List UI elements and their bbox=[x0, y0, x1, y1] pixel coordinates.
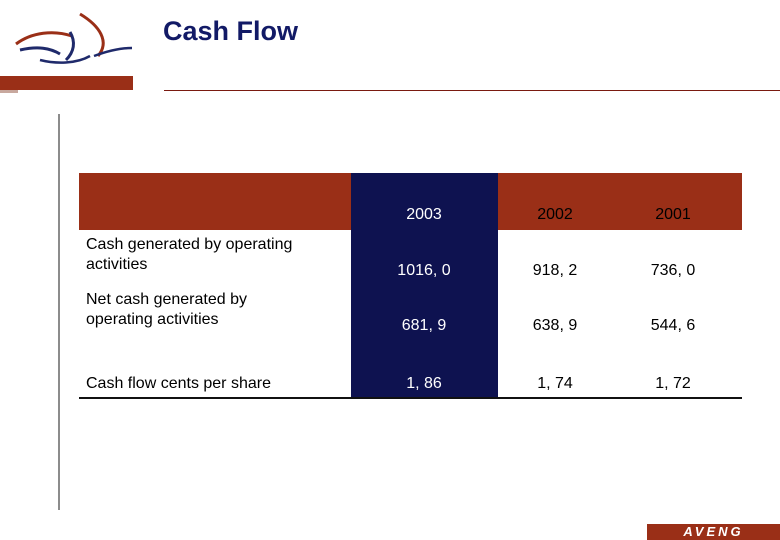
table-bottom-rule bbox=[79, 397, 742, 399]
table-cell: 1, 86 bbox=[406, 375, 442, 392]
table-cell: 918, 2 bbox=[532, 262, 578, 279]
footer-brand-bar: AVENG bbox=[647, 524, 780, 540]
table-cell: 1016, 0 bbox=[397, 262, 451, 279]
row-label-line: Cash flow cents per share bbox=[86, 375, 271, 392]
year-header-2002: 2002 bbox=[537, 206, 573, 223]
year-header-2001: 2001 bbox=[655, 206, 691, 223]
row-label-line: activities bbox=[86, 256, 148, 273]
page-title: Cash Flow bbox=[163, 16, 299, 46]
table-cell: 736, 0 bbox=[650, 262, 696, 279]
table-cell: 638, 9 bbox=[532, 317, 578, 334]
row-label-cents-per-share: Cash flow cents per share bbox=[86, 374, 271, 394]
table-cell: 1, 72 bbox=[655, 375, 691, 392]
table-cell: 681, 9 bbox=[401, 317, 447, 334]
highlight-column-2003 bbox=[351, 173, 498, 397]
row-label-net-cash: Net cash generated by operating activiti… bbox=[86, 290, 247, 330]
table-cell: 544, 6 bbox=[650, 317, 696, 334]
footer-brand-logo: AVENG bbox=[683, 524, 744, 539]
logo-bar bbox=[0, 76, 133, 90]
row-label-cash-generated: Cash generated by operating activities bbox=[86, 235, 292, 275]
row-label-line: Net cash generated by bbox=[86, 291, 247, 308]
left-vertical-rule bbox=[58, 114, 60, 510]
row-label-line: operating activities bbox=[86, 311, 219, 328]
title-divider bbox=[164, 90, 780, 91]
year-header-2003: 2003 bbox=[406, 206, 442, 223]
row-label-line: Cash generated by operating bbox=[86, 236, 293, 253]
aveng-logo-icon bbox=[15, 12, 133, 64]
logo-bar-shadow bbox=[0, 90, 18, 93]
table-cell: 1, 74 bbox=[537, 375, 573, 392]
